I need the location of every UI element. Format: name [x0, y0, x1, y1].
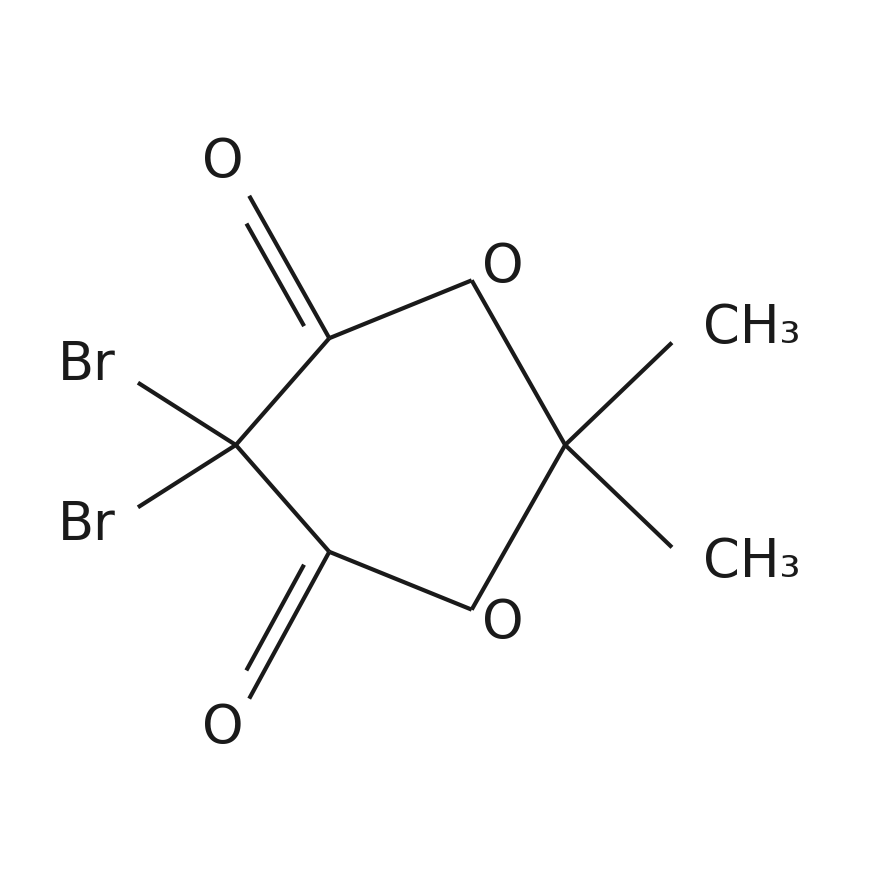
Text: Br: Br [58, 339, 117, 391]
Text: O: O [482, 597, 523, 649]
Text: O: O [482, 241, 523, 293]
Text: O: O [202, 136, 243, 188]
Text: Br: Br [58, 499, 117, 551]
Text: CH₃: CH₃ [703, 302, 801, 353]
Text: O: O [202, 702, 243, 754]
Text: CH₃: CH₃ [703, 537, 801, 588]
